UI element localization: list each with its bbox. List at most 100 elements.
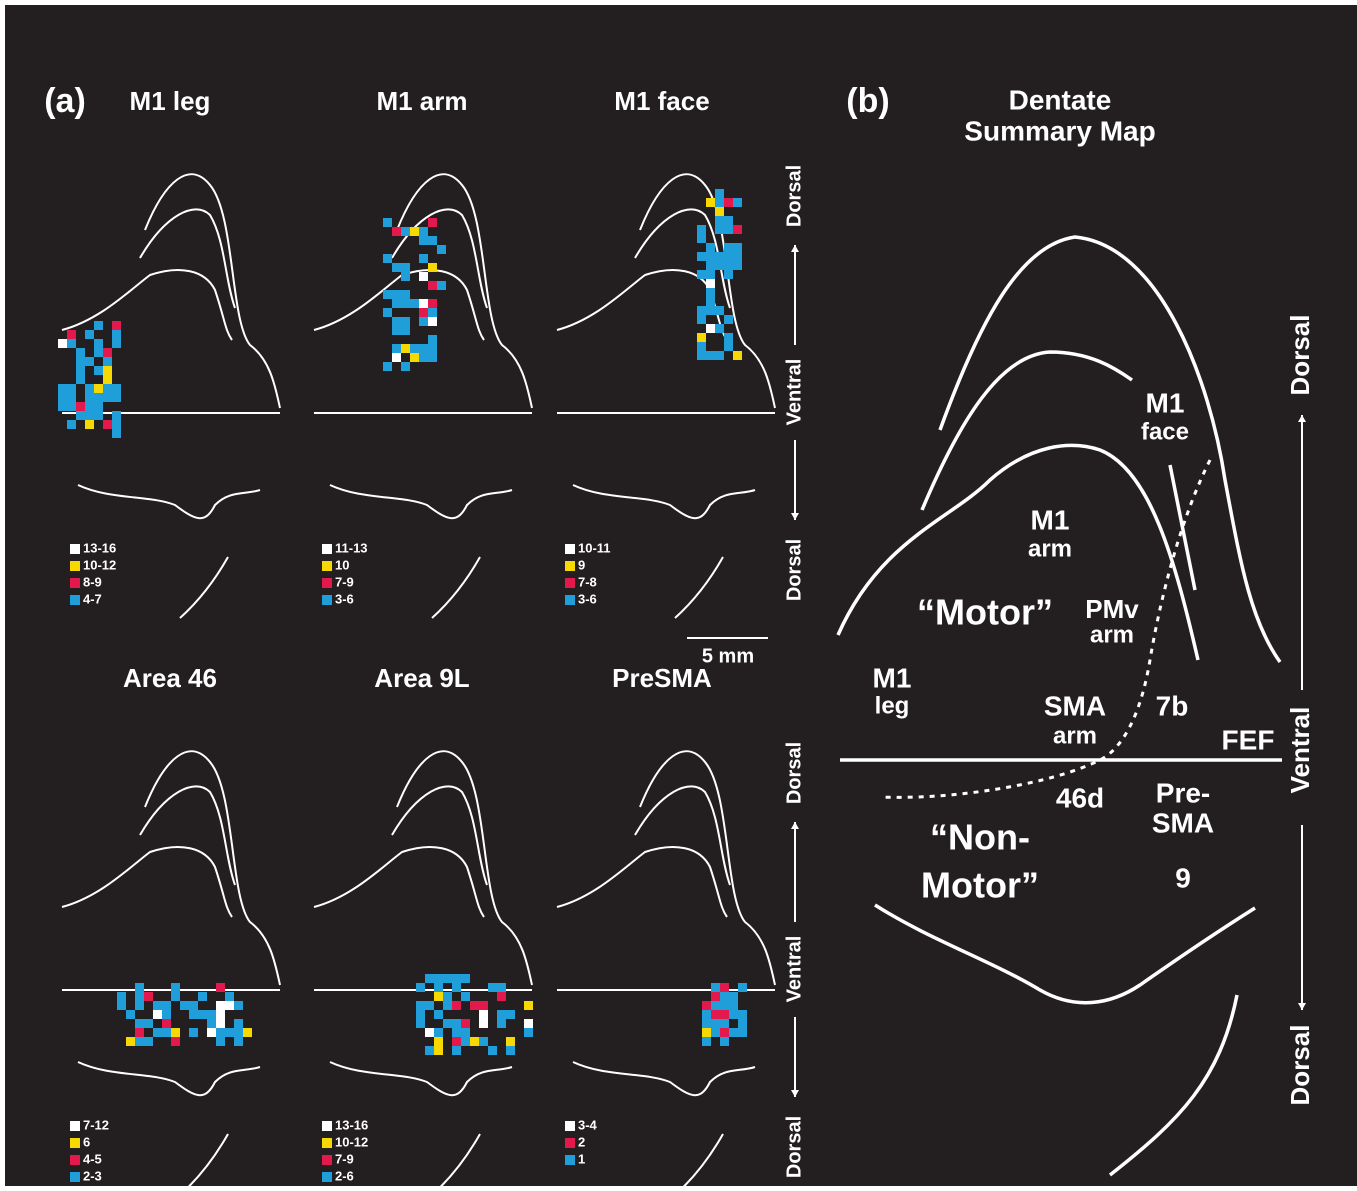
region-label: M1 [873,662,912,693]
cell [401,263,410,272]
cell [410,353,419,362]
cell [85,330,94,339]
cell [162,1019,171,1028]
cell [425,1046,434,1055]
cell [434,1046,443,1055]
legend-label: 6 [83,1134,90,1149]
panel-title: M1 face [614,86,709,116]
cell [225,1028,234,1037]
panel-label: (b) [846,82,889,120]
cell [428,281,437,290]
cell [428,344,437,353]
cell [720,1019,729,1028]
legend-label: 7-9 [335,1151,354,1166]
cell [112,330,121,339]
cell [207,1028,216,1037]
cell [706,306,715,315]
cell [711,1019,720,1028]
legend-swatch [70,1172,80,1182]
cell [711,983,720,992]
cell [711,1010,720,1019]
cell [702,1001,711,1010]
region-label: M1 [1146,387,1185,418]
cell [410,299,419,308]
region-label: 46d [1056,782,1104,813]
cell [234,1001,243,1010]
legend-swatch [70,595,80,605]
cell [706,288,715,297]
cell [428,308,437,317]
legend-label: 1 [578,1151,585,1166]
legend-label: 2-6 [335,1168,354,1183]
cell [392,227,401,236]
cell [452,1028,461,1037]
cell [419,272,428,281]
cell [497,1010,506,1019]
cell [153,1028,162,1037]
cell [419,254,428,263]
cell [443,974,452,983]
cell [720,983,729,992]
cell [392,326,401,335]
cell [416,1001,425,1010]
legend-swatch [322,1155,332,1165]
cell [697,333,706,342]
cell [697,234,706,243]
legend-label: 4-7 [83,591,102,606]
cell [724,270,733,279]
cell [58,384,67,393]
legend-label: 13-16 [83,540,116,555]
legend-label: 10-11 [578,540,611,555]
cell [392,344,401,353]
cell [720,1010,729,1019]
legend-label: 2 [578,1134,585,1149]
legend-swatch [565,561,575,571]
cell [497,1019,506,1028]
region-label: Motor” [921,865,1039,906]
cell [401,299,410,308]
legend-label: 13-16 [335,1117,368,1132]
cell [383,290,392,299]
cell [103,375,112,384]
cell [234,1028,243,1037]
cell [67,384,76,393]
cell [706,198,715,207]
cell [401,344,410,353]
cell [738,1019,747,1028]
cell [720,992,729,1001]
region-label: SMA [1044,690,1106,721]
cell [706,261,715,270]
cell [729,992,738,1001]
cell [706,243,715,252]
cell [153,1001,162,1010]
cell [103,420,112,429]
cell [383,308,392,317]
cell [452,974,461,983]
cell [144,1037,153,1046]
cell [416,1010,425,1019]
cell [401,272,410,281]
legend-swatch [70,561,80,571]
cell [171,992,180,1001]
cell [720,1028,729,1037]
region-label: arm [1053,722,1097,749]
cell [715,207,724,216]
cell [419,317,428,326]
cell [419,236,428,245]
cell [711,992,720,1001]
region-label: 9 [1175,862,1191,893]
cell [94,402,103,411]
cell [135,983,144,992]
cell [171,1037,180,1046]
cell [715,252,724,261]
region-label: FEF [1222,724,1275,755]
cell [243,1028,252,1037]
cell [524,1028,533,1037]
cell [135,1028,144,1037]
cell [702,1019,711,1028]
cell [67,339,76,348]
axis-label: Dorsal [783,1116,805,1178]
cell [103,393,112,402]
legend-swatch [565,544,575,554]
legend-label: 10-12 [335,1134,368,1149]
